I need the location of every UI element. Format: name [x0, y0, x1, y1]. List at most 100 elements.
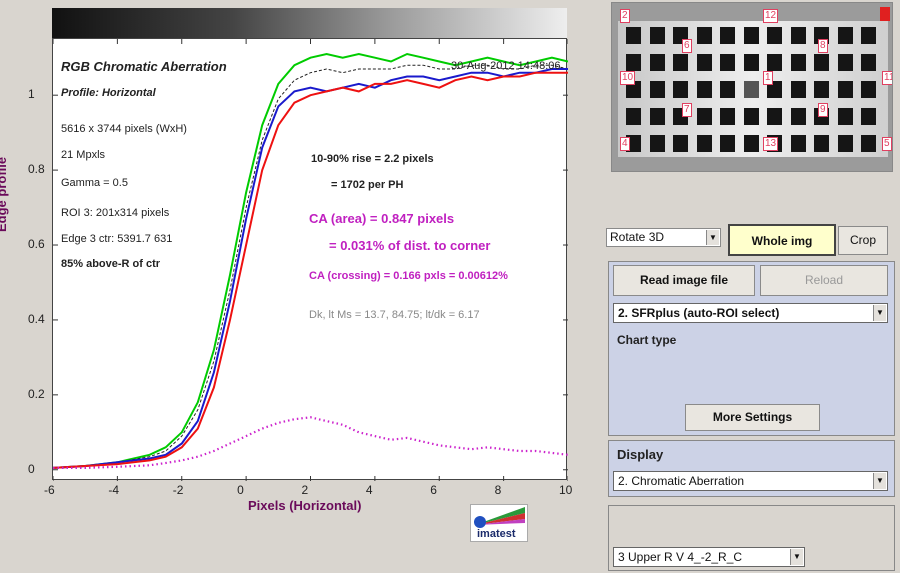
chart-square	[649, 81, 665, 98]
image-preview[interactable]: 2126810111794135	[611, 2, 893, 172]
whole-img-button[interactable]: Whole img	[728, 224, 836, 256]
chart-square	[767, 27, 782, 44]
plot-subtitle: Profile: Horizontal	[61, 87, 156, 99]
x-tick-label: -6	[44, 483, 55, 497]
rotate-select-value: Rotate 3D	[610, 230, 665, 244]
more-settings-button[interactable]: More Settings	[685, 404, 820, 431]
x-tick-label: 4	[365, 483, 373, 497]
chart-square	[626, 81, 641, 98]
x-axis-label: Pixels (Horizontal)	[248, 498, 362, 513]
info-gamma: Gamma = 0.5	[61, 177, 128, 189]
chart-type-label: Chart type	[617, 333, 677, 347]
chart-square	[720, 108, 735, 125]
chart-select-value: 2. SFRplus (auto-ROI select)	[618, 306, 780, 320]
chart-square	[649, 27, 665, 44]
chart-square	[720, 27, 735, 44]
roi-marker[interactable]: 10	[620, 71, 636, 85]
ca-crossing-text: CA (crossing) = 0.166 pxls = 0.00612%	[309, 270, 508, 282]
x-tick-label: 0	[237, 483, 244, 497]
chart-square	[837, 27, 853, 44]
roi-marker[interactable]: 2	[620, 9, 630, 23]
roi-marker[interactable]: 5	[882, 137, 892, 151]
roi-marker[interactable]: 1	[763, 71, 773, 85]
series-line-0	[53, 52, 568, 469]
y-tick-label: 0.4	[28, 311, 45, 326]
ca-area-text: CA (area) = 0.847 pixels	[309, 211, 455, 226]
roi-marker[interactable]: 4	[620, 137, 630, 151]
chart-image	[618, 21, 888, 157]
series-line-3	[53, 71, 568, 469]
chart-square	[814, 54, 829, 71]
logo-graphic	[474, 507, 525, 528]
roi-marker[interactable]: 13	[763, 137, 779, 151]
chart-square	[696, 135, 712, 152]
roi-select-value: 3 Upper R V 4_-2_R_C	[618, 550, 743, 564]
display-select-value: 2. Chromatic Aberration	[618, 474, 745, 488]
y-axis-label: Edge profile	[0, 156, 9, 232]
chart-square	[861, 135, 876, 152]
info-roi: ROI 3: 201x314 pixels	[61, 207, 170, 219]
edge-profile-plot: RGB Chromatic Aberration Profile: Horizo…	[52, 38, 568, 481]
x-tick-label: -2	[172, 483, 184, 497]
chart-squares	[618, 21, 888, 157]
roi-marker[interactable]: 8	[818, 39, 828, 53]
roi-marker[interactable]: 12	[763, 9, 779, 23]
chart-square	[673, 135, 688, 152]
chart-square	[696, 27, 712, 44]
chevron-down-icon: ▼	[873, 473, 886, 489]
chart-square	[790, 27, 806, 44]
chart-square	[696, 81, 712, 98]
chart-square	[720, 135, 735, 152]
chart-square	[696, 54, 712, 71]
chart-square	[673, 54, 688, 71]
chart-square	[861, 108, 876, 125]
chart-square	[790, 135, 806, 152]
x-tick-label: -4	[108, 483, 120, 497]
logo-text: imatest	[477, 528, 516, 540]
rise-text: 10-90% rise = 2.2 pixels	[311, 153, 434, 165]
chart-square	[790, 81, 806, 98]
x-tick-label: 8	[494, 483, 502, 497]
series-line-1	[53, 64, 568, 469]
settings-panel: Read image file Reload 2. SFRplus (auto-…	[608, 261, 895, 436]
roi-panel: 3 Upper R V 4_-2_R_C ▼	[608, 505, 895, 571]
chart-square	[626, 54, 641, 71]
info-size: 5616 x 3744 pixels (WxH)	[61, 123, 187, 135]
chart-square	[649, 54, 665, 71]
read-image-button[interactable]: Read image file	[613, 265, 755, 296]
series-line-4	[53, 416, 568, 469]
plot-title: RGB Chromatic Aberration	[61, 59, 227, 74]
rotate-select[interactable]: Rotate 3D ▼	[606, 228, 721, 247]
chevron-down-icon: ▼	[873, 305, 886, 321]
chart-square	[837, 54, 853, 71]
chart-square	[649, 108, 665, 125]
display-select[interactable]: 2. Chromatic Aberration ▼	[613, 471, 888, 491]
chart-svg	[53, 39, 568, 481]
roi-marker[interactable]: 11	[882, 71, 892, 85]
roi-marker[interactable]: 9	[818, 103, 828, 117]
crop-button[interactable]: Crop	[838, 226, 888, 255]
info-edge: Edge 3 ctr: 5391.7 631	[61, 233, 173, 245]
dk-text: Dk, lt Ms = 13.7, 84.75; lt/dk = 6.17	[309, 309, 480, 321]
chart-square	[673, 81, 688, 98]
roi-marker[interactable]: 7	[682, 103, 692, 117]
y-tick-label: 0.2	[28, 386, 45, 401]
plot-date: 30-Aug-2012 14:48:06	[451, 60, 561, 72]
chart-square	[790, 108, 806, 125]
info-position: 85% above-R of ctr	[61, 258, 161, 270]
per-ph-text: = 1702 per PH	[331, 179, 404, 191]
chart-square	[626, 27, 641, 44]
roi-marker[interactable]: 6	[682, 39, 692, 53]
chart-square	[626, 108, 641, 125]
chevron-down-icon: ▼	[706, 230, 719, 245]
chart-select[interactable]: 2. SFRplus (auto-ROI select) ▼	[613, 303, 888, 323]
chart-square	[696, 108, 712, 125]
chart-square	[743, 81, 759, 98]
gray-scale-bar	[52, 8, 567, 38]
chart-square	[720, 81, 735, 98]
reload-button[interactable]: Reload	[760, 265, 888, 296]
x-tick-label: 10	[559, 483, 573, 497]
roi-select[interactable]: 3 Upper R V 4_-2_R_C ▼	[613, 547, 805, 567]
chart-square	[861, 81, 876, 98]
chart-square	[720, 54, 735, 71]
